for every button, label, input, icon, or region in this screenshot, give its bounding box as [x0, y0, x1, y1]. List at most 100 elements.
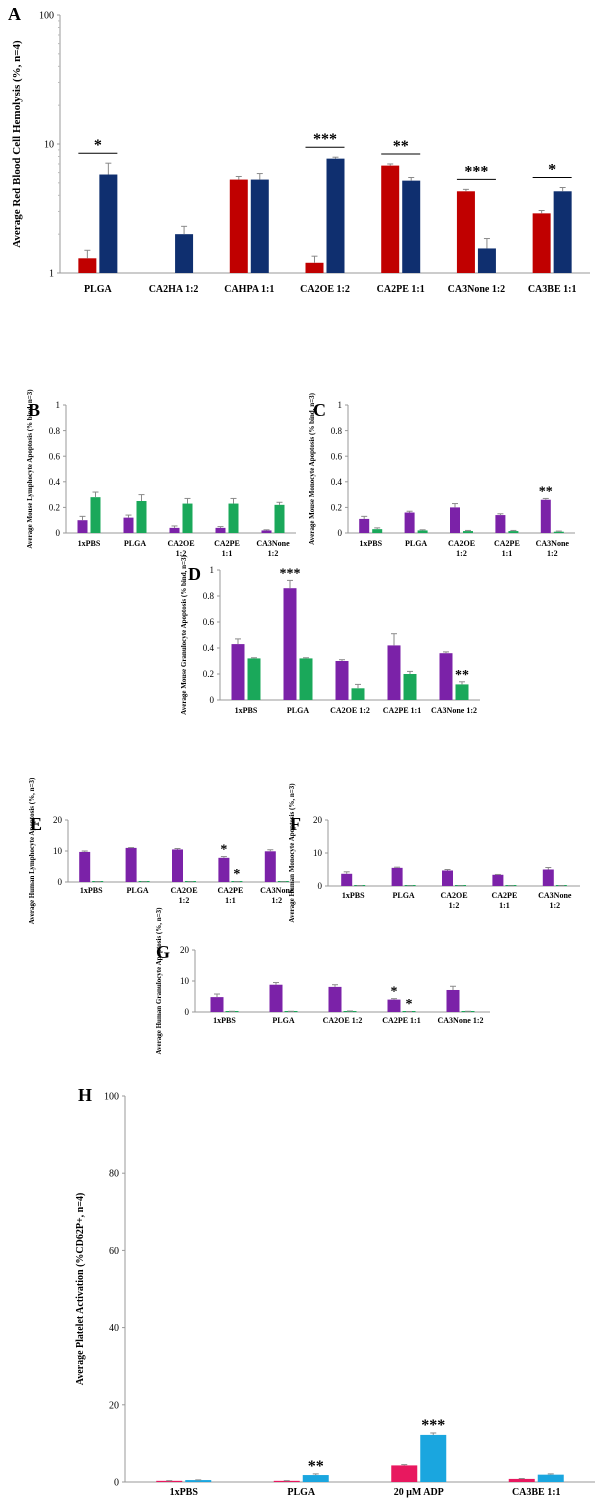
y-tick-label-d: 0.2 — [203, 669, 214, 679]
y-tick-label-a: 10 — [44, 140, 54, 151]
category-label-d: PLGA — [287, 706, 309, 715]
category-label-a: CAHPA 1:1 — [224, 284, 274, 295]
panel-letter-b: B — [28, 400, 40, 420]
panel-letter-g: G — [156, 942, 170, 962]
bar-c-ca3none-1-2-s2 — [553, 531, 564, 533]
y-tick-label-h: 40 — [109, 1323, 119, 1334]
y-tick-label-d: 0 — [210, 695, 215, 705]
y-axis-title-a: Average Red Blood Cell Hemolysis (%, n=4… — [11, 40, 23, 248]
bar-b-1xpbs-s2 — [90, 497, 101, 533]
bar-h-plga-s2 — [302, 1475, 329, 1482]
category-label-c: 1xPBS — [359, 539, 382, 548]
y-axis-title-g: Average Human Granulocyte Apoptosis (%, … — [155, 907, 163, 1055]
significance-marker-a: * — [548, 162, 556, 179]
bar-c-plga-s2 — [417, 530, 428, 533]
category-label-f: 1xPBS — [342, 891, 365, 900]
significance-marker-a: ** — [393, 138, 409, 155]
category-label-g: CA2PE 1:1 — [382, 1016, 420, 1025]
category-label-g: CA2OE 1:2 — [323, 1016, 363, 1025]
bar-a-ca2pe-1-1-s2 — [402, 180, 421, 273]
category-label-c: CA3None — [536, 539, 570, 548]
category-label-f: CA2OE — [440, 891, 467, 900]
y-tick-label-c: 0.2 — [331, 503, 342, 513]
bar-c-plga-s1 — [404, 512, 415, 533]
significance-marker-g: * — [406, 997, 413, 1012]
bar-c-ca3none-1-2-s1 — [540, 499, 551, 533]
bar-e-plga-s1 — [125, 847, 137, 882]
bar-e-ca2oe-1-2-s1 — [172, 849, 183, 882]
bar-f-ca3none-1-2-s1 — [542, 869, 554, 886]
bar-d-ca3none-1-2-s1 — [439, 653, 453, 700]
category-label-e: CA2PE — [218, 886, 244, 895]
panel-b: B 0 0.2 0.4 0.6 0.8 1 Average Mouse Lymphocyte … — [26, 389, 296, 558]
bar-b-plga-s2 — [136, 501, 147, 533]
y-tick-label-b: 0 — [56, 528, 61, 538]
category-label-a: CA2HA 1:2 — [149, 284, 199, 295]
y-tick-label-b: 0.2 — [49, 503, 60, 513]
category-label-h: CA3BE 1:1 — [512, 1487, 561, 1498]
panel-g: G 0 10 20 Average Human Granulocyte Apoptosi… — [155, 907, 490, 1055]
category-label-e: CA3None — [260, 886, 294, 895]
y-tick-label-h: 20 — [109, 1400, 119, 1411]
significance-marker-h: ** — [308, 1458, 324, 1475]
y-tick-label-h: 0 — [114, 1478, 119, 1489]
significance-marker-a: *** — [464, 163, 488, 180]
bar-d-ca2oe-1-2-s2 — [351, 688, 365, 700]
bar-h-ca3be-1-1-s1 — [508, 1478, 535, 1482]
bar-c-1xpbs-s1 — [359, 518, 370, 533]
category-label-b: 1:2 — [268, 549, 279, 558]
bar-a-cahpa-1-1-s1 — [229, 179, 248, 273]
bar-h-20-m-adp-s2 — [420, 1434, 447, 1482]
panel-d: D 0 0.2 0.4 0.6 0.8 1 Average Mouse Granulocyte… — [180, 555, 480, 715]
category-label-d: 1xPBS — [235, 706, 258, 715]
category-label-d: CA3None 1:2 — [431, 706, 477, 715]
category-label-c: CA2PE — [494, 539, 520, 548]
category-label-b: 1:2 — [176, 549, 187, 558]
significance-marker-d: *** — [280, 566, 301, 581]
category-label-c: 1:2 — [547, 549, 558, 558]
bar-h-20-m-adp-s1 — [391, 1465, 418, 1482]
bar-h-plga-s1 — [273, 1480, 300, 1482]
bar-a-ca2oe-1-2-s1 — [305, 262, 324, 273]
bar-f-1xpbs-s1 — [341, 873, 353, 886]
panel-letter-a: A — [8, 4, 21, 24]
y-tick-label-d: 0.8 — [203, 591, 215, 601]
y-tick-label-c: 0 — [338, 528, 343, 538]
bar-c-ca2oe-1-2-s1 — [450, 507, 460, 533]
y-axis-title-c: Average Mouse Monocyte Apoptosis (% bind… — [308, 392, 316, 544]
category-label-h: 1xPBS — [170, 1487, 199, 1498]
bar-b-ca2pe-1-1-s2 — [228, 503, 239, 533]
bar-e-ca2pe-1-1-s1 — [218, 857, 230, 882]
bar-b-ca2oe-1-2-s1 — [169, 527, 180, 533]
category-label-g: 1xPBS — [213, 1016, 236, 1025]
y-axis-title-h: Average Platelet Activation (%CD62P+, n=… — [75, 1193, 86, 1386]
y-tick-label-d: 0.4 — [203, 643, 215, 653]
y-tick-label-b: 0.8 — [49, 426, 61, 436]
y-tick-label-g: 0 — [185, 1007, 190, 1017]
y-tick-label-a: 100 — [39, 11, 54, 22]
bar-g-ca2pe-1-1-s1 — [387, 999, 401, 1012]
category-label-b: CA2OE — [167, 539, 194, 548]
category-label-f: 1:1 — [499, 901, 510, 910]
bar-f-ca2oe-1-2-s1 — [442, 870, 453, 886]
bar-a-cahpa-1-1-s2 — [250, 179, 269, 273]
bar-f-ca2pe-1-1-s1 — [492, 874, 504, 886]
category-label-f: CA3None — [538, 891, 572, 900]
bar-a-ca2ha-1-2-s2 — [175, 234, 194, 273]
panel-c: C 0 0.2 0.4 0.6 0.8 1 Average Mouse Monocyte Ap… — [308, 392, 575, 558]
panel-letter-h: H — [78, 1085, 92, 1105]
bar-e-ca3none-1-2-s1 — [264, 851, 276, 882]
y-tick-label-c: 1 — [338, 400, 343, 410]
category-label-c: CA2OE — [448, 539, 475, 548]
category-label-d: CA2PE 1:1 — [383, 706, 421, 715]
category-label-d: CA2OE 1:2 — [330, 706, 370, 715]
significance-marker-g: * — [391, 985, 398, 1000]
y-tick-label-c: 0.4 — [331, 477, 343, 487]
panel-h: H 0 20 40 60 80 100 Average Platelet Activation… — [75, 1085, 595, 1498]
category-label-a: CA3None 1:2 — [448, 284, 506, 295]
bar-a-plga-s2 — [99, 174, 118, 273]
category-label-e: PLGA — [126, 886, 148, 895]
category-label-e: 1:2 — [179, 896, 190, 905]
y-tick-label-b: 1 — [56, 400, 61, 410]
bar-a-ca3none-1-2-s1 — [456, 191, 475, 273]
